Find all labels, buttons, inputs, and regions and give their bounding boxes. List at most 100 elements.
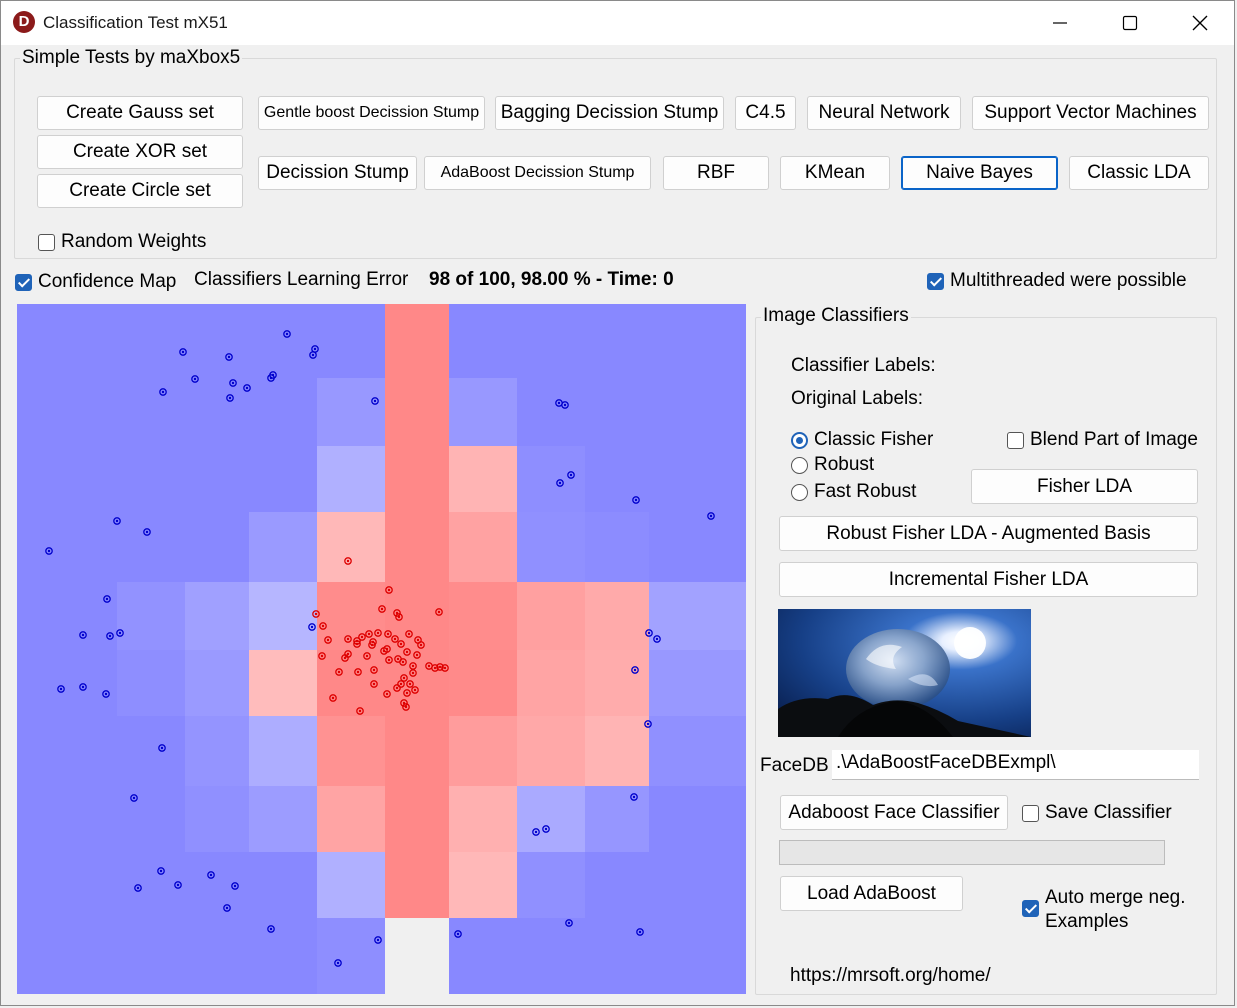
confidence-cell-negative <box>317 918 385 994</box>
radio-robust-dot[interactable] <box>791 456 808 474</box>
incremental-fisher-lda-button[interactable]: Incremental Fisher LDA <box>779 562 1198 597</box>
create-xor-set-button[interactable]: Create XOR set <box>37 135 243 169</box>
positive-sample-point <box>365 630 373 638</box>
negative-sample-point-center <box>376 938 380 942</box>
radio-fast-robust-dot[interactable] <box>791 483 808 501</box>
svm-button[interactable]: Support Vector Machines <box>972 96 1209 130</box>
positive-sample-point <box>380 647 388 655</box>
positive-sample-point <box>312 610 320 618</box>
facedb-label: FaceDB <box>760 755 829 776</box>
confidence-map[interactable] <box>17 304 746 994</box>
positive-sample-point-center <box>314 612 318 616</box>
negative-sample-point <box>454 930 462 938</box>
auto-merge-label-line-1: Auto merge neg. <box>1045 887 1186 908</box>
negative-sample-point <box>567 471 575 479</box>
decission-stump-button[interactable]: Decission Stump <box>258 156 417 190</box>
adaboost-stump-button[interactable]: AdaBoost Decission Stump <box>424 156 651 190</box>
negative-sample-point-center <box>104 692 108 696</box>
negative-sample-point-center <box>108 634 112 638</box>
bagging-stump-button[interactable]: Bagging Decission Stump <box>495 96 724 130</box>
radio-classic-fisher[interactable]: Classic Fisher <box>791 429 933 451</box>
positive-sample-point-center <box>405 691 409 695</box>
radio-classic-fisher-dot[interactable] <box>791 431 808 449</box>
close-button[interactable] <box>1165 1 1235 45</box>
confidence-cell-negative <box>649 716 746 786</box>
confidence-cell-positive <box>385 304 449 918</box>
positive-sample-point-center <box>360 635 364 639</box>
rbf-button[interactable]: RBF <box>663 156 769 190</box>
positive-sample-point <box>409 669 417 677</box>
negative-sample-point <box>283 330 291 338</box>
negative-sample-point <box>130 794 138 802</box>
blend-part-checkbox[interactable]: Blend Part of Image <box>1007 429 1198 451</box>
negative-sample-point-center <box>132 796 136 800</box>
title-bar[interactable]: D Classification Test mX51 <box>1 1 1234 45</box>
negative-sample-point-center <box>136 886 140 890</box>
auto-merge-box[interactable] <box>1022 900 1039 917</box>
positive-sample-point <box>436 663 444 671</box>
negative-sample-point-center <box>225 906 229 910</box>
negative-sample-point-center <box>285 332 289 336</box>
learning-error-label: Classifiers Learning Error <box>194 269 409 290</box>
negative-sample-point-center <box>181 350 185 354</box>
negative-sample-point <box>374 936 382 944</box>
kmean-button[interactable]: KMean <box>780 156 890 190</box>
classic-lda-button[interactable]: Classic LDA <box>1069 156 1209 190</box>
confidence-cell-negative <box>117 650 185 716</box>
positive-sample-point-center <box>376 631 380 635</box>
robust-fisher-lda-button[interactable]: Robust Fisher LDA - Augmented Basis <box>779 516 1198 551</box>
negative-sample-point-center <box>231 381 235 385</box>
adaboost-face-classifier-button[interactable]: Adaboost Face Classifier <box>780 795 1008 830</box>
save-classifier-checkbox[interactable]: Save Classifier <box>1022 802 1172 824</box>
negative-sample-point-center <box>373 399 377 403</box>
negative-sample-point-center <box>310 625 314 629</box>
positive-sample-point-center <box>437 610 441 614</box>
multithreaded-checkbox[interactable]: Multithreaded were possible <box>927 270 1198 292</box>
fisher-lda-button[interactable]: Fisher LDA <box>971 469 1198 504</box>
neural-network-button[interactable]: Neural Network <box>807 96 961 130</box>
load-adaboost-button[interactable]: Load AdaBoost <box>780 876 963 911</box>
negative-sample-point-center <box>567 921 571 925</box>
app-d-icon: D <box>13 11 35 33</box>
naive-bayes-button[interactable]: Naive Bayes <box>901 156 1058 190</box>
negative-sample-point <box>106 632 114 640</box>
multithreaded-box[interactable] <box>927 272 944 290</box>
positive-sample-point <box>406 680 414 688</box>
negative-sample-point <box>707 512 715 520</box>
positive-sample-point-center <box>413 688 417 692</box>
negative-sample-point <box>309 351 317 359</box>
negative-sample-point <box>102 690 110 698</box>
negative-sample-point <box>103 595 111 603</box>
homepage-link[interactable]: https://mrsoft.org/home/ <box>790 965 991 986</box>
create-circle-set-button[interactable]: Create Circle set <box>37 174 243 208</box>
auto-merge-checkbox[interactable]: Auto merge neg. Examples <box>1022 886 1185 934</box>
random-weights-box[interactable] <box>38 233 55 251</box>
positive-sample-point-center <box>385 692 389 696</box>
confidence-map-checkbox[interactable]: Confidence Map <box>15 271 176 293</box>
positive-sample-point-center <box>411 664 415 668</box>
negative-sample-point <box>269 371 277 379</box>
positive-sample-point <box>403 648 411 656</box>
radio-robust[interactable]: Robust <box>791 454 874 476</box>
positive-sample-point-center <box>365 654 369 658</box>
create-gauss-set-button[interactable]: Create Gauss set <box>37 96 243 130</box>
negative-sample-point <box>57 685 65 693</box>
positive-sample-point <box>395 613 403 621</box>
confidence-cell-negative <box>117 582 185 650</box>
confidence-cell-negative <box>185 650 249 716</box>
gentle-boost-stump-button[interactable]: Gentle boost Decission Stump <box>258 96 485 130</box>
negative-sample-point-center <box>209 873 213 877</box>
minimize-button[interactable] <box>1025 1 1095 45</box>
c45-button[interactable]: C4.5 <box>735 96 796 130</box>
maximize-button[interactable] <box>1095 1 1165 45</box>
positive-sample-point-center <box>387 658 391 662</box>
radio-fast-robust[interactable]: Fast Robust <box>791 481 916 503</box>
blend-part-box[interactable] <box>1007 431 1024 449</box>
facedb-path-input[interactable]: .\AdaBoostFaceDBExmpl\ <box>832 750 1199 780</box>
negative-sample-point-center <box>159 869 163 873</box>
confidence-map-box[interactable] <box>15 273 32 291</box>
random-weights-checkbox[interactable]: Random Weights <box>38 231 206 253</box>
positive-sample-point <box>413 651 421 659</box>
negative-sample-point-center <box>709 514 713 518</box>
save-classifier-box[interactable] <box>1022 804 1039 822</box>
